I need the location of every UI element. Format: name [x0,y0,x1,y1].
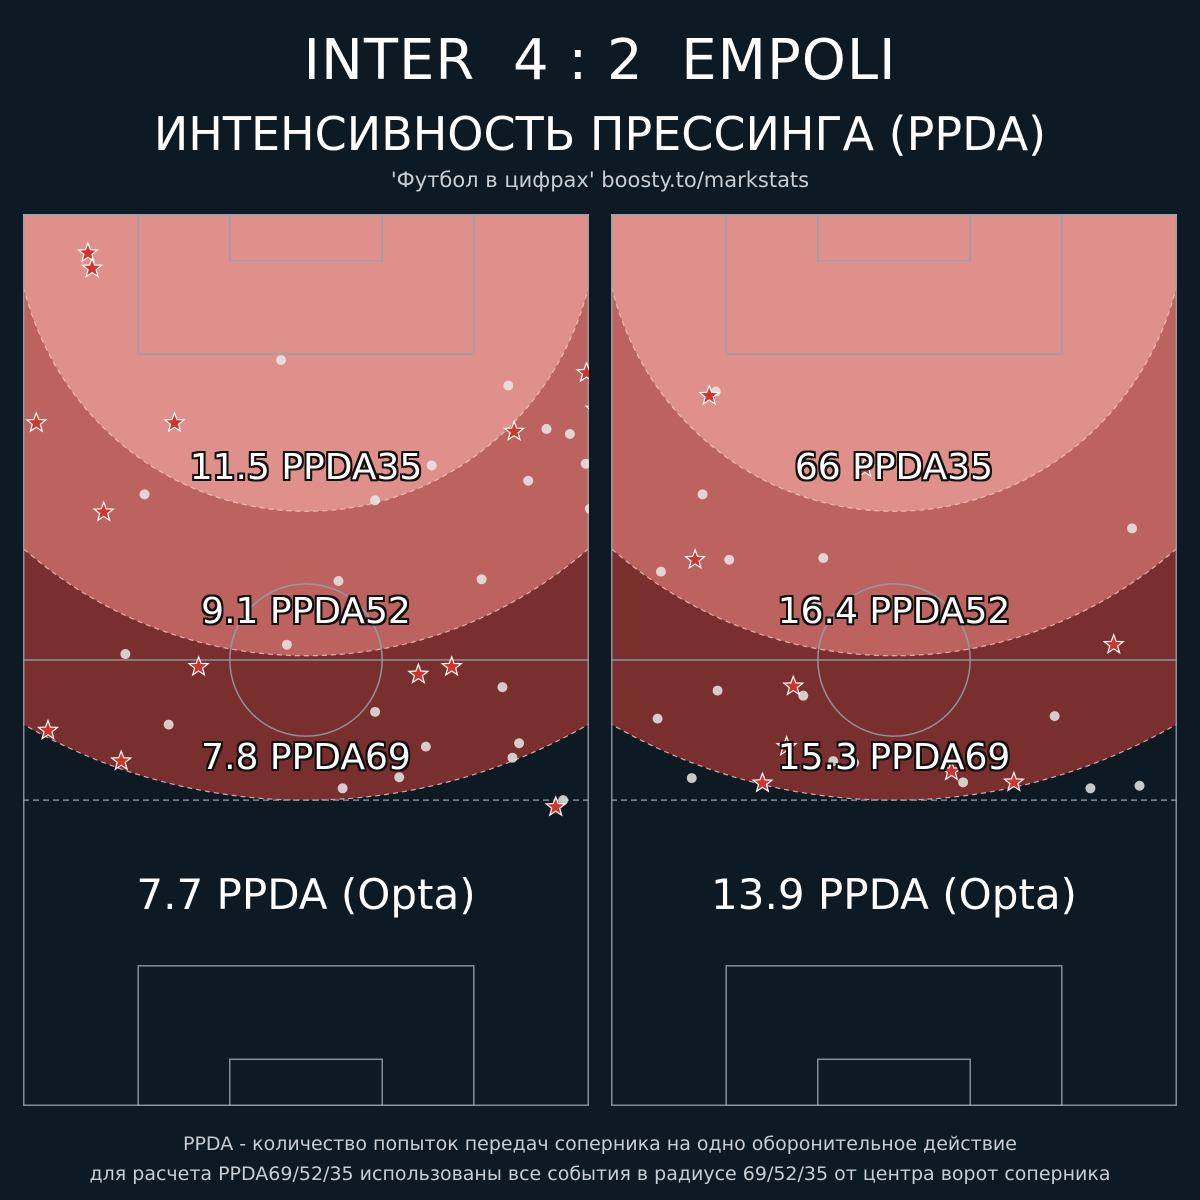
opponent-pass-point [503,380,514,391]
opta-ppda-label: 13.9 PPDA (Opta) [711,870,1077,919]
defensive-action-point [502,419,526,441]
opponent-pass-point [163,719,174,730]
ppda35-label: 11.5 PPDA35 [189,447,423,488]
opponent-pass-point [584,503,589,514]
zone-35-area [611,214,1177,512]
defensive-action-point [1102,632,1125,655]
ppda52-label: 16.4 PPDA52 [777,591,1011,632]
opponent-pass-point [333,575,344,586]
six-yard-box-bottom [817,1058,971,1106]
opponent-pass-point [514,738,525,749]
defensive-action-point [575,361,589,383]
opponent-pass-point [281,639,292,650]
opponent-pass-point [497,682,508,693]
opponent-pass-point [523,475,534,486]
pitch-empoli: 66 PPDA35 16.4 PPDA52 15.3 PPDA69 13.9 P… [611,214,1177,1106]
opponent-pass-point [564,429,575,440]
opponent-pass-point [697,489,708,500]
opponent-pass-point [507,752,518,763]
opponent-pass-point [686,773,697,784]
opponent-pass-point [394,772,405,783]
defensive-action-point [698,384,721,406]
opponent-pass-point [958,777,969,788]
opponent-pass-point [370,495,381,506]
defensive-action-point [782,674,805,696]
ppda69-label: 7.8 PPDA69 [201,737,411,778]
defensive-action-point [775,734,798,757]
six-yard-box-top [229,214,383,262]
defensive-action-point [683,548,707,570]
opponent-pass-point [652,713,663,724]
defensive-action-point [187,655,210,677]
opponent-pass-point [870,741,881,752]
defensive-action-point [163,411,186,433]
opponent-pass-point [337,783,348,794]
pitch-svg-inter [23,214,589,1106]
opponent-pass-point [541,423,552,434]
opponent-pass-point [420,741,431,752]
defensive-action-point [584,405,589,419]
chart-subtitle: ИНТЕНСИВНОСТЬ ПРЕССИНГА (PPDA) [153,107,1047,161]
opponent-pass-point [1049,711,1060,722]
defensive-action-point [544,795,567,817]
zone-35-area [23,214,589,512]
penalty-box-top [137,214,475,355]
six-yard-box-bottom [229,1058,383,1106]
opponent-pass-point [558,795,569,806]
defensive-action-point [80,256,104,278]
footer-definition: PPDA - количество попыток передач соперн… [183,1133,1017,1155]
opponent-pass-point [120,649,131,660]
defensive-action-point [940,759,963,781]
defensive-action-point [36,718,60,740]
defensive-action-point [440,655,463,677]
opponent-pass-point [276,355,287,366]
opponent-pass-point [810,598,821,609]
home-team: INTER [303,28,476,93]
defensive-action-point [92,500,115,522]
penalty-box-top [725,214,1063,355]
opponent-pass-point [818,553,829,564]
defensive-action-point [110,749,133,771]
opponent-pass-point [798,690,809,701]
defensive-action-point [25,411,48,433]
match-title: INTER 4 : 2 EMPOLI [0,26,1200,96]
defensive-action-point [407,662,430,684]
opponent-pass-point [712,685,723,696]
opponent-pass-point [724,554,735,565]
score: 4 : 2 [512,28,644,93]
opponent-pass-point [580,458,589,469]
defensive-action-point [76,241,100,263]
opponent-pass-point [828,756,839,767]
opponent-pass-point [426,460,437,471]
opta-ppda-label: 7.7 PPDA (Opta) [136,870,476,919]
penalty-box-bottom [137,965,475,1106]
opponent-pass-point [370,706,381,717]
ppda52-label: 9.1 PPDA52 [201,591,411,632]
opponent-pass-point [1085,783,1096,794]
defensive-action-point [1002,770,1026,792]
opponent-pass-point [1134,780,1145,791]
footer-method: для расчета PPDA69/52/35 использованы вс… [89,1163,1111,1185]
opponent-pass-point [476,574,487,585]
centre-circle [229,583,383,737]
opponent-pass-point [139,489,150,500]
ppda35-label: 66 PPDA35 [794,447,994,488]
defensive-action-point [853,456,877,478]
credit-line: 'Футбол в цифрах' boosty.to/markstats [390,168,810,192]
pitch-inter: 11.5 PPDA35 9.1 PPDA52 7.8 PPDA69 7.7 PP… [23,214,589,1106]
opponent-pass-point [655,566,666,577]
centre-circle [817,583,971,737]
defensive-action-point [751,771,774,793]
ppda69-label: 15.3 PPDA69 [777,737,1011,778]
opponent-pass-point [1127,523,1138,534]
six-yard-box-top [817,214,971,262]
away-team: EMPOLI [681,28,897,93]
penalty-box-bottom [725,965,1063,1106]
pitch-svg-empoli [611,214,1177,1106]
opponent-pass-point [849,757,860,768]
